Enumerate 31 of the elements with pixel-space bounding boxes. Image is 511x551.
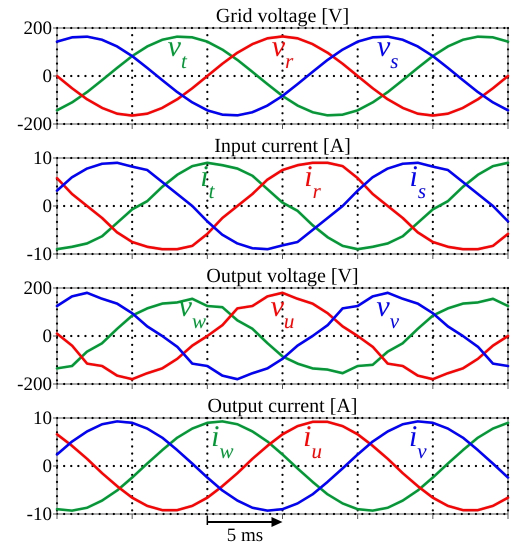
series-label: i$_{t}$ <box>200 160 216 203</box>
series-label: i$_{s}$ <box>410 160 426 203</box>
text: 5 ms <box>226 525 264 546</box>
line-series <box>56 35 510 117</box>
y-tick-label: 0 <box>42 456 52 477</box>
y-tick-label: 200 <box>24 278 52 299</box>
chart-title: Output current [A] <box>208 395 358 417</box>
series-label: i$_{w}$ <box>211 420 234 463</box>
y-tick-label: 10 <box>33 148 52 169</box>
y-tick-label: 0 <box>42 66 52 87</box>
series-label: v$_{u}$ <box>270 290 294 333</box>
y-tick-label: 0 <box>42 326 52 347</box>
line-series <box>56 162 510 250</box>
series-label: v$_{s}$ <box>376 30 398 73</box>
series-label: v$_{w}$ <box>178 290 206 333</box>
y-tick-label: 200 <box>24 18 52 39</box>
y-tick-label: 10 <box>33 408 52 429</box>
series-label: i$_{r}$ <box>304 160 322 203</box>
y-tick-label: 0 <box>42 196 52 217</box>
chart-title: Output voltage [V] <box>206 265 359 287</box>
y-tick-label: -10 <box>26 504 52 525</box>
series-label: i$_{u}$ <box>303 420 322 463</box>
series-label: v$_{v}$ <box>376 290 400 333</box>
chart-title: Grid voltage [V] <box>216 5 350 27</box>
series-label: v$_{r}$ <box>272 30 294 73</box>
series-label: v$_{t}$ <box>168 30 188 73</box>
y-tick-label: -10 <box>26 244 52 265</box>
y-tick-label: -200 <box>17 374 52 395</box>
series-label: i$_{v}$ <box>408 420 428 463</box>
chart-title: Input current [A] <box>214 135 351 157</box>
y-tick-label: -200 <box>17 114 52 135</box>
